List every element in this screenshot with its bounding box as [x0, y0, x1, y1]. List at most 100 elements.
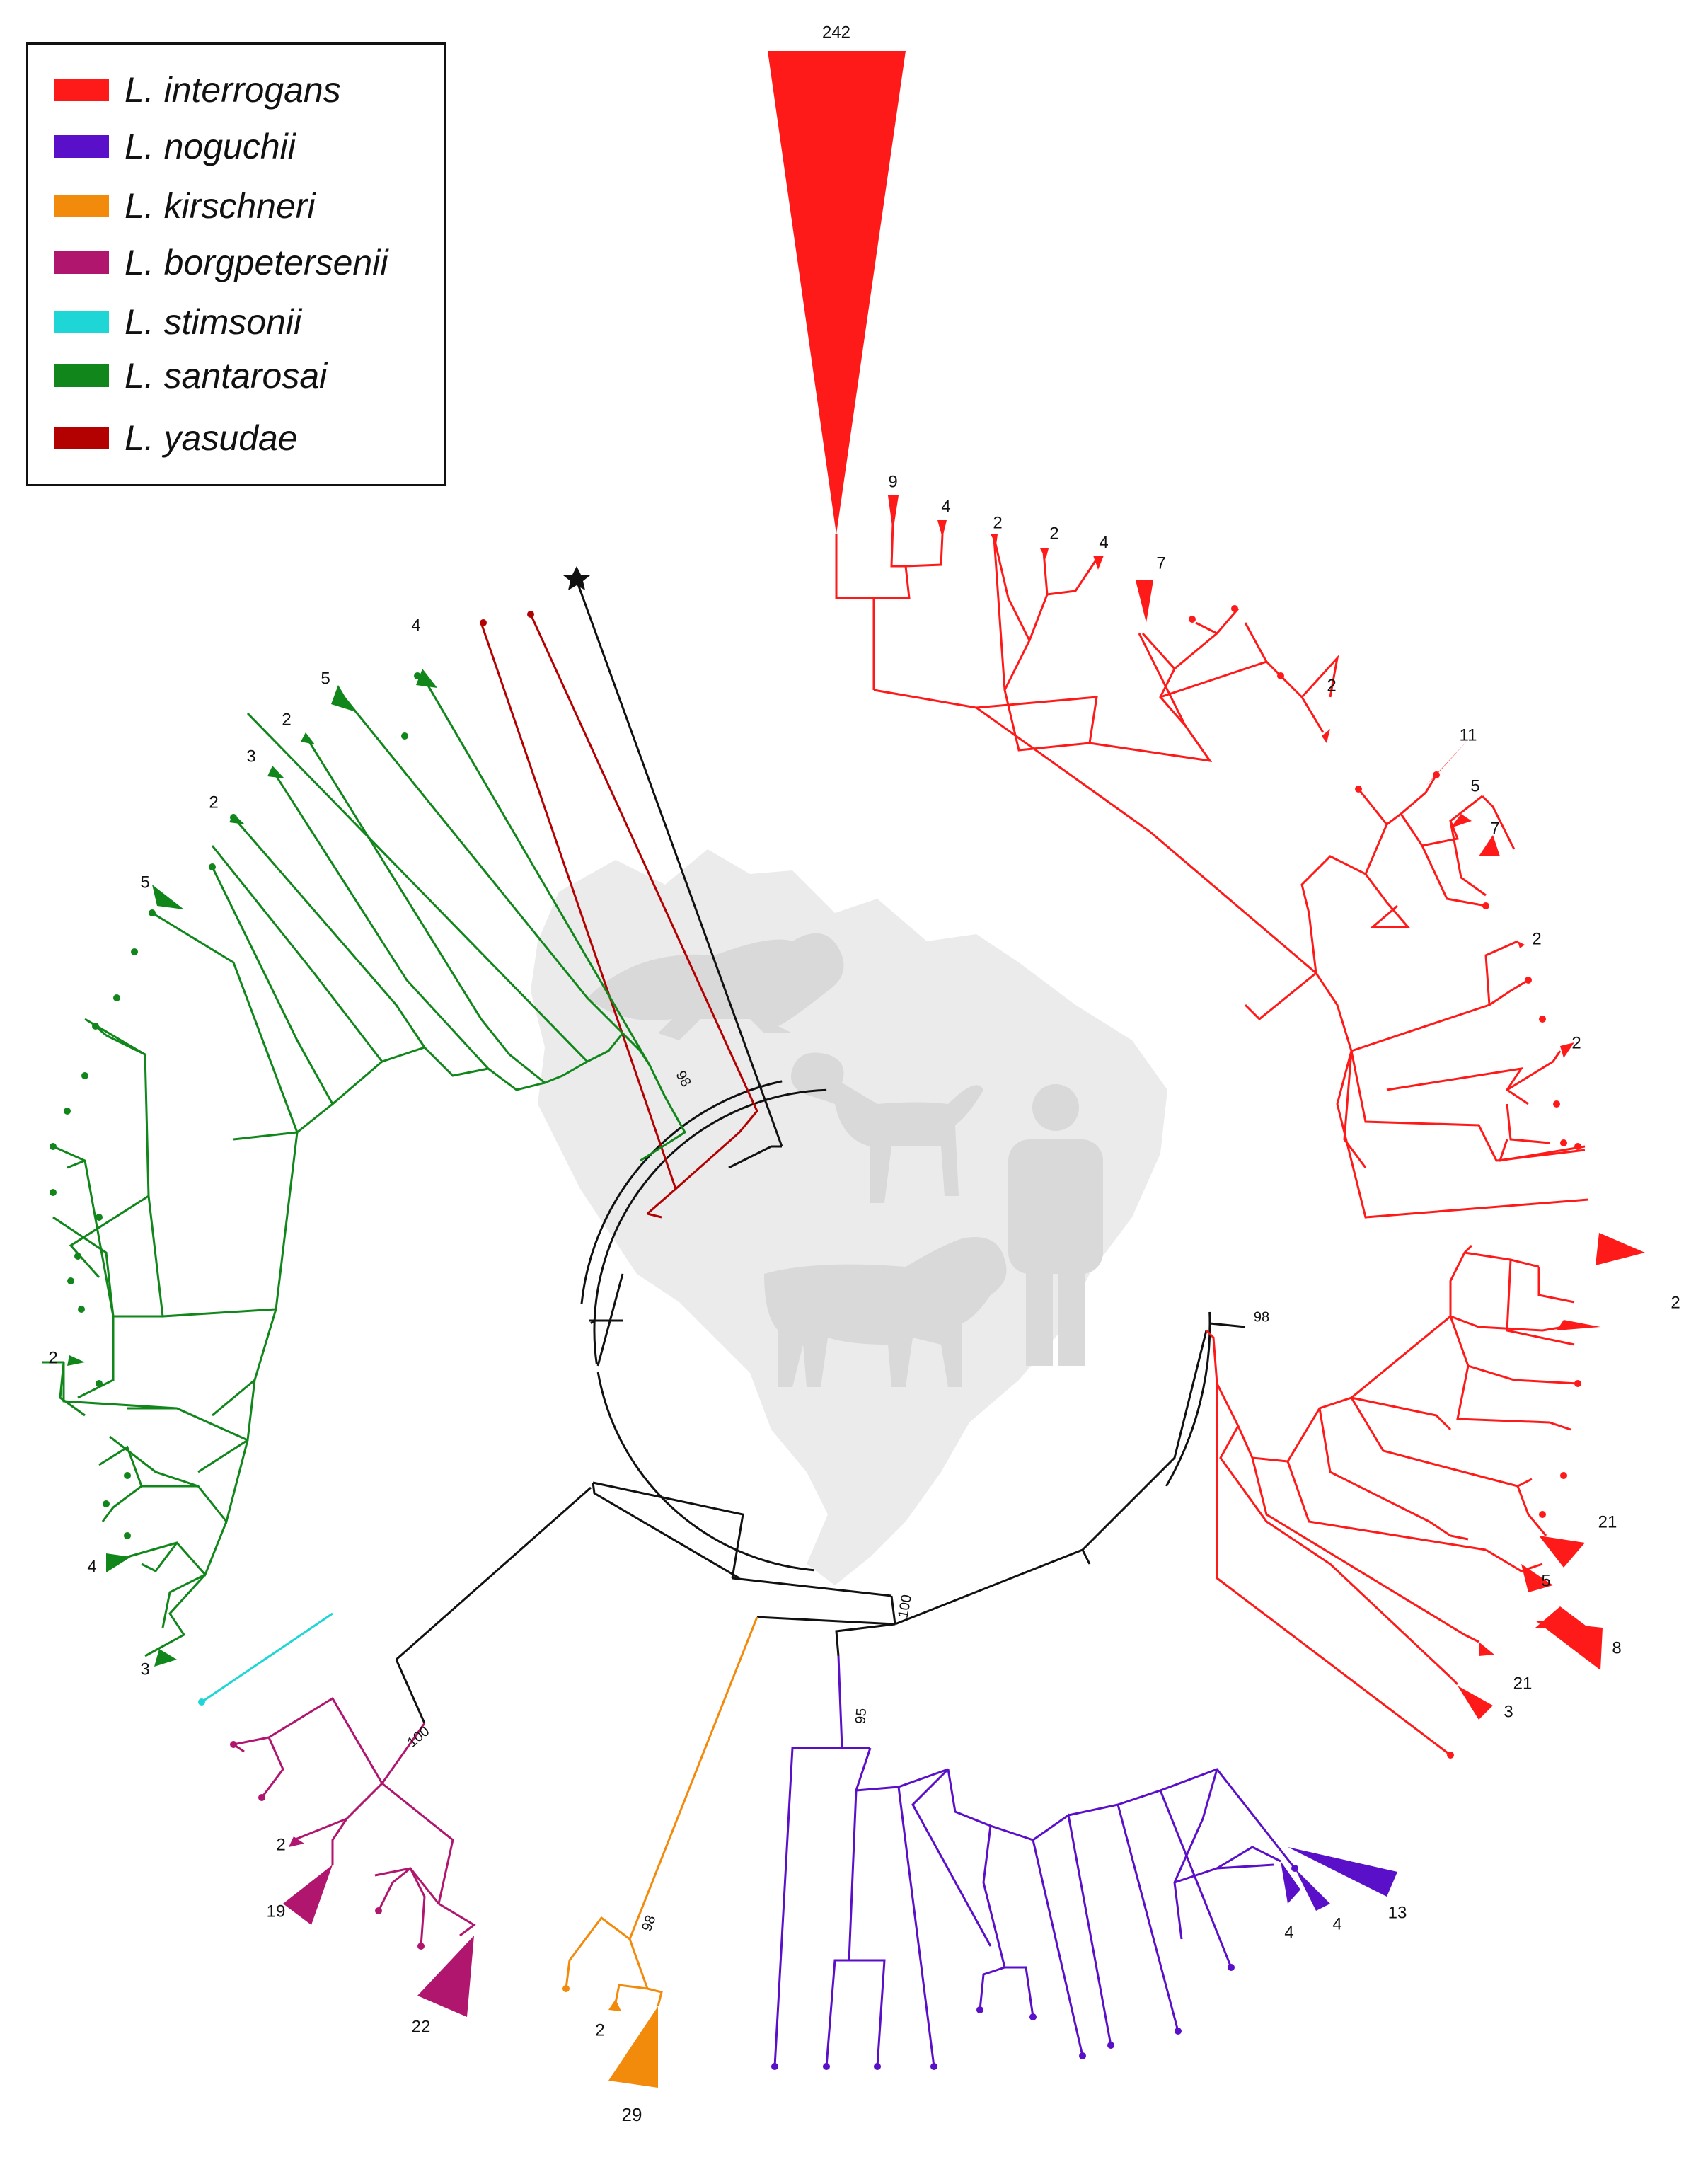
collapsed-clade — [1281, 1861, 1300, 1904]
branch — [1350, 1050, 1586, 1162]
root-star-icon — [563, 566, 590, 590]
branch — [894, 1548, 1091, 1626]
leaf-tip — [1525, 977, 1532, 984]
clade-count-label: 4 — [941, 497, 950, 516]
branch — [756, 1616, 896, 1626]
tree-branches — [42, 523, 1589, 2067]
clade-count-label: 2 — [993, 513, 1002, 532]
branch — [1318, 1408, 1430, 1523]
collapsed-clade — [267, 766, 284, 778]
leaf-tip — [1574, 1143, 1581, 1150]
collapsed-clade — [417, 1936, 474, 2017]
clade-count-label: 2 — [276, 1835, 285, 1854]
branch — [855, 1786, 935, 2067]
branch — [101, 1485, 142, 1522]
branch — [1386, 1066, 1529, 1105]
leaf-tip — [401, 732, 408, 740]
collapsed-clade — [1557, 1320, 1600, 1330]
legend-label: L. yasudae — [125, 418, 298, 458]
collapsed-clade — [416, 669, 437, 688]
branch — [52, 1216, 163, 1318]
clade-count-label: 2 — [1049, 524, 1058, 543]
leaf-tip — [92, 1023, 99, 1030]
clade-count-label: 29 — [622, 2104, 642, 2125]
leaf-tip — [67, 1277, 74, 1284]
collapsed-clade — [608, 2006, 658, 2088]
legend-swatch — [54, 135, 109, 158]
branch — [260, 1737, 284, 1798]
branch — [1251, 1457, 1479, 1643]
leaf-tip — [562, 1985, 570, 1992]
bootstrap-label: 98 — [1254, 1309, 1269, 1325]
branch — [141, 1542, 178, 1572]
leaf-tip — [1560, 1139, 1567, 1146]
branch — [1386, 774, 1438, 826]
branch — [647, 1987, 663, 2007]
branch — [982, 1825, 1006, 1968]
branch — [947, 1769, 991, 1827]
clade-count-label: 5 — [1470, 776, 1479, 795]
collapsed-clade — [1596, 1233, 1645, 1265]
leaf-tip — [131, 948, 138, 955]
branch — [873, 689, 1318, 1021]
leaf-tip — [480, 619, 487, 626]
leaf-tip — [50, 1189, 57, 1196]
legend-swatch — [54, 195, 109, 217]
clade-count-label: 2 — [1327, 676, 1336, 695]
legend-item-kirschneri: L. kirschneri — [54, 186, 316, 226]
clade-count-label: 5 — [140, 873, 149, 892]
legend-swatch — [54, 427, 109, 449]
branch — [109, 1435, 199, 1488]
clade-count-label: 3 — [246, 747, 255, 766]
legend-label: L. noguchii — [125, 127, 296, 166]
leaf-tip — [417, 1943, 425, 1950]
branch — [1489, 979, 1529, 1006]
leaf-tip — [64, 1108, 71, 1115]
branch — [1506, 1103, 1550, 1144]
branch — [732, 1577, 892, 1597]
branch — [1400, 795, 1483, 847]
collapsed-clade — [1539, 1536, 1585, 1568]
collapsed-clade — [1288, 1847, 1397, 1897]
branch — [1160, 1768, 1296, 1869]
branch — [127, 1521, 228, 1577]
legend-swatch — [54, 311, 109, 333]
branch — [211, 866, 383, 1106]
collapsed-clade — [1535, 1621, 1603, 1670]
branch — [67, 1159, 86, 1169]
collapsed-clade — [1479, 835, 1500, 856]
legend-label: L. stimsonii — [125, 302, 302, 342]
branch — [201, 1612, 333, 1703]
collapsed-clade — [1093, 556, 1104, 570]
bootstrap-label: 100 — [896, 1594, 915, 1620]
backbone-arc-yasudae — [580, 1080, 783, 1304]
bootstrap-label: 95 — [853, 1708, 870, 1725]
legend-label: L. santarosai — [125, 356, 328, 396]
branch — [1216, 608, 1240, 634]
branch — [990, 1824, 1084, 2057]
branch — [1216, 1846, 1281, 1870]
leaf-tip — [930, 2063, 937, 2070]
collapsed-clade — [608, 1999, 621, 2011]
clade-count-label: 5 — [1541, 1571, 1550, 1590]
legend-item-stimsonii: L. stimsonii — [54, 302, 301, 342]
leaf-tip — [1447, 1752, 1454, 1759]
branch — [151, 912, 333, 1134]
clade-count-label: 2 — [1532, 929, 1541, 948]
leaf-tip — [124, 1472, 131, 1479]
branch — [1160, 622, 1269, 698]
branch — [979, 1966, 1005, 2011]
branch — [1173, 1769, 1218, 1940]
branch — [246, 712, 624, 1063]
collapsed-clade — [1458, 1686, 1493, 1720]
rat-icon — [587, 933, 844, 1040]
branch — [835, 534, 875, 690]
branch — [1265, 660, 1325, 733]
branch — [1028, 551, 1049, 641]
leaf-tip — [1079, 2052, 1086, 2059]
clade-count-label: 21 — [1513, 1674, 1533, 1693]
branch — [565, 1916, 630, 1989]
branch — [529, 614, 758, 1215]
branch — [773, 1747, 870, 2067]
legend-swatch — [54, 364, 109, 387]
